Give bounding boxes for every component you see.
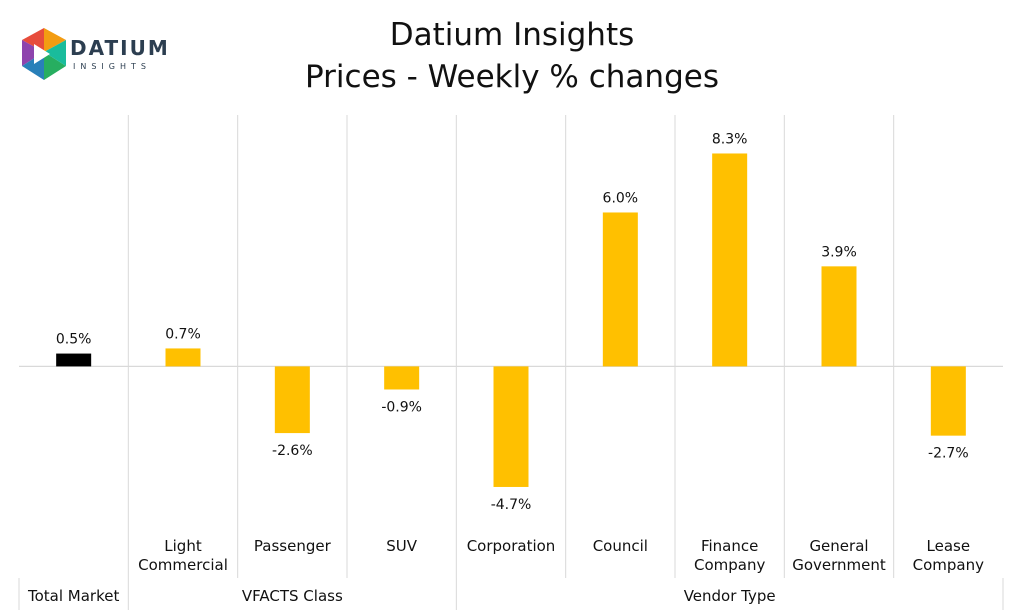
group-label: Vendor Type: [684, 587, 776, 605]
category-label: Commercial: [138, 556, 228, 574]
category-label: Council: [593, 537, 648, 555]
bar: [821, 266, 857, 367]
data-label: 8.3%: [712, 131, 748, 147]
category-label: Company: [913, 556, 984, 574]
bar: [274, 366, 310, 434]
category-label: SUV: [386, 537, 418, 555]
logo-sub: INSIGHTS: [73, 62, 151, 71]
data-label: 0.5%: [56, 332, 92, 348]
data-label: -2.7%: [928, 446, 969, 462]
bar: [165, 348, 201, 367]
bar: [602, 212, 638, 367]
group-label: VFACTS Class: [242, 587, 343, 605]
bar: [493, 366, 529, 487]
datium-logo-icon: [22, 28, 66, 80]
category-label: Total Market: [27, 587, 119, 605]
chart-title: Datium Insights: [389, 17, 635, 53]
category-label: Passenger: [254, 537, 332, 555]
data-label: 3.9%: [821, 244, 857, 260]
data-label: -2.6%: [272, 443, 313, 459]
bar: [930, 366, 966, 436]
logo-word: DATIUM: [70, 36, 170, 60]
bar: [384, 366, 420, 390]
bar: [56, 353, 92, 367]
category-label: Government: [792, 556, 886, 574]
chart-subtitle: Prices - Weekly % changes: [305, 59, 719, 95]
data-label: -4.7%: [491, 497, 532, 513]
category-label: General: [809, 537, 868, 555]
category-label: Company: [694, 556, 765, 574]
category-label: Finance: [701, 537, 758, 555]
category-label: Corporation: [467, 537, 556, 555]
bar: [712, 153, 748, 367]
data-label: 6.0%: [603, 190, 639, 206]
datium-logo: DATIUM INSIGHTS: [20, 26, 170, 86]
data-label: 0.7%: [165, 326, 201, 342]
category-label: Lease: [927, 537, 971, 555]
category-label: Light: [164, 537, 202, 555]
data-label: -0.9%: [381, 399, 422, 415]
chart-title-block: Datium Insights Prices - Weekly % change…: [0, 14, 1024, 98]
